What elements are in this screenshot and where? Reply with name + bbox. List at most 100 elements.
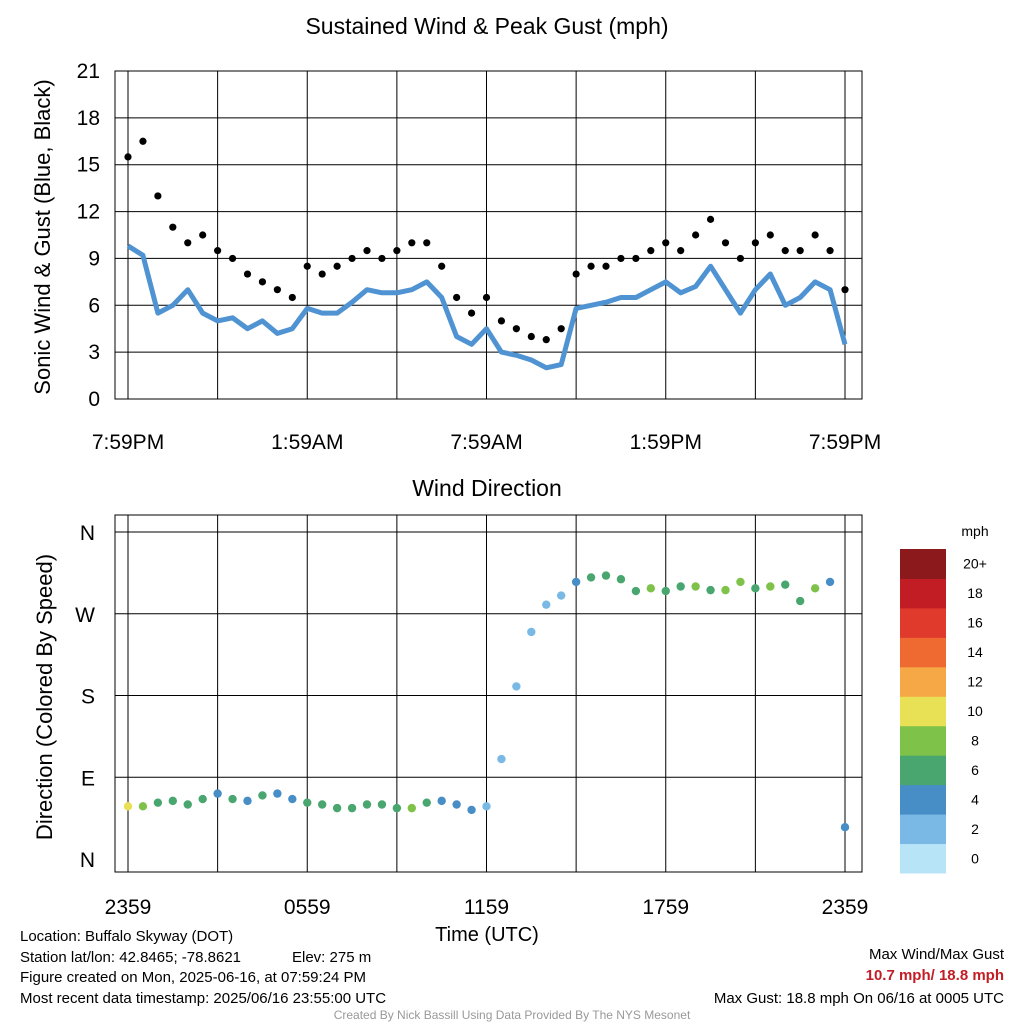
gust-point	[692, 231, 700, 239]
bottom-y-tick-label: E	[81, 767, 95, 790]
direction-point	[810, 584, 820, 593]
top-y-tick-label: 15	[77, 154, 100, 177]
gust-point	[228, 254, 237, 263]
bottom-x-axis-label: Time (UTC)	[435, 924, 539, 946]
direction-point	[273, 789, 282, 798]
direction-point	[766, 582, 775, 591]
colorbar-label: 14	[967, 644, 983, 660]
top-y-axis-label: Sonic Wind & Gust (Blue, Black)	[30, 79, 55, 394]
footer-recent: Most recent data timestamp: 2025/06/16 2…	[20, 990, 386, 1007]
gust-point	[677, 247, 685, 255]
gust-point	[632, 254, 640, 263]
top-y-tick-label: 3	[88, 341, 100, 364]
direction-point	[407, 803, 417, 813]
top-y-tick-label: 0	[88, 388, 100, 411]
direction-point	[362, 800, 372, 809]
gust-point	[497, 317, 506, 325]
top-x-tick-label: 7:59PM	[809, 431, 881, 454]
direction-point	[228, 794, 237, 804]
sustained-wind-line	[126, 243, 848, 371]
bottom-x-tick-label: 2359	[105, 896, 152, 919]
speed-colorbar: 0 2 4 6 8 10 12 14 16 18 20+	[900, 549, 987, 874]
direction-point	[303, 798, 312, 807]
gust-point	[258, 278, 267, 286]
direction-point	[317, 800, 327, 809]
direction-point	[586, 573, 596, 582]
colorbar-swatch	[900, 755, 946, 786]
colorbar-swatch	[900, 696, 946, 727]
direction-point	[736, 577, 745, 587]
max-wind-value: 10.7 mph/ 18.8 mph	[866, 967, 1004, 984]
direction-point	[377, 800, 387, 809]
gust-point	[647, 247, 655, 255]
colorbar-swatch	[900, 725, 946, 756]
top-x-tick-label: 1:59AM	[271, 431, 343, 454]
gust-point	[243, 270, 252, 278]
gust-point	[796, 247, 804, 255]
top-chart-series	[124, 137, 849, 371]
gust-point	[169, 223, 177, 231]
colorbar-swatch	[900, 549, 946, 579]
direction-point	[452, 800, 461, 809]
direction-point	[661, 586, 670, 596]
direction-point	[781, 580, 790, 589]
gust-point	[826, 247, 834, 255]
direction-point	[691, 582, 700, 591]
top-y-tick-label: 12	[77, 201, 100, 224]
gust-point	[318, 270, 326, 278]
gust-point	[378, 254, 386, 263]
direction-point	[631, 586, 641, 596]
colorbar-label: 12	[967, 674, 983, 690]
footer-created: Figure created on Mon, 2025-06-16, at 07…	[20, 969, 366, 986]
top-x-tick-label: 7:59PM	[92, 431, 164, 454]
direction-point	[332, 803, 342, 813]
direction-point	[556, 591, 566, 600]
gust-point	[199, 231, 207, 239]
direction-point	[288, 794, 297, 804]
direction-point	[467, 805, 476, 815]
direction-point	[198, 794, 207, 804]
gust-point	[438, 262, 446, 270]
gust-point	[288, 293, 296, 302]
gust-point	[706, 215, 715, 223]
gust-point	[184, 239, 192, 247]
bottom-y-tick-label: W	[75, 604, 95, 627]
direction-point	[123, 802, 133, 811]
gust-point	[453, 293, 461, 302]
gust-point	[587, 262, 595, 270]
bottom-x-tick-label: 2359	[822, 896, 869, 919]
top-plot-frame	[114, 70, 863, 400]
colorbar-swatch	[900, 666, 946, 697]
bottom-x-tick-label: 1759	[642, 896, 689, 919]
max-wind-label: Max Wind/Max Gust	[869, 946, 1005, 963]
bottom-y-tick-labels: N E S W N	[75, 522, 95, 872]
gust-point	[572, 270, 580, 278]
direction-point	[243, 796, 252, 806]
gust-point	[766, 231, 774, 239]
colorbar-label: 20+	[963, 556, 987, 572]
colorbar-label: 2	[971, 821, 979, 837]
footer-elev: Elev: 275 m	[292, 949, 371, 966]
gust-point	[811, 231, 819, 239]
direction-point	[512, 682, 521, 691]
colorbar-swatch	[900, 784, 946, 815]
colorbar-label: 10	[967, 703, 983, 719]
direction-point	[138, 802, 148, 811]
gust-point	[154, 192, 162, 200]
bottom-y-tick-label: S	[81, 686, 95, 709]
direction-point	[422, 798, 431, 807]
gust-point	[542, 336, 550, 344]
direction-point	[392, 803, 402, 813]
bottom-y-axis-label: Direction (Colored By Speed)	[32, 554, 57, 840]
bottom-chart-title: Wind Direction	[412, 475, 562, 501]
gust-point	[602, 262, 610, 270]
direction-point	[795, 596, 805, 606]
colorbar-label: 18	[967, 585, 983, 601]
colorbar-label: 0	[971, 850, 979, 866]
direction-point	[601, 571, 611, 580]
direction-point	[213, 789, 222, 798]
top-x-tick-label: 7:59AM	[450, 431, 522, 454]
direction-point	[706, 585, 715, 595]
max-gust-text: Max Gust: 18.8 mph On 06/16 at 0005 UTC	[714, 990, 1004, 1007]
gust-point	[721, 239, 730, 247]
